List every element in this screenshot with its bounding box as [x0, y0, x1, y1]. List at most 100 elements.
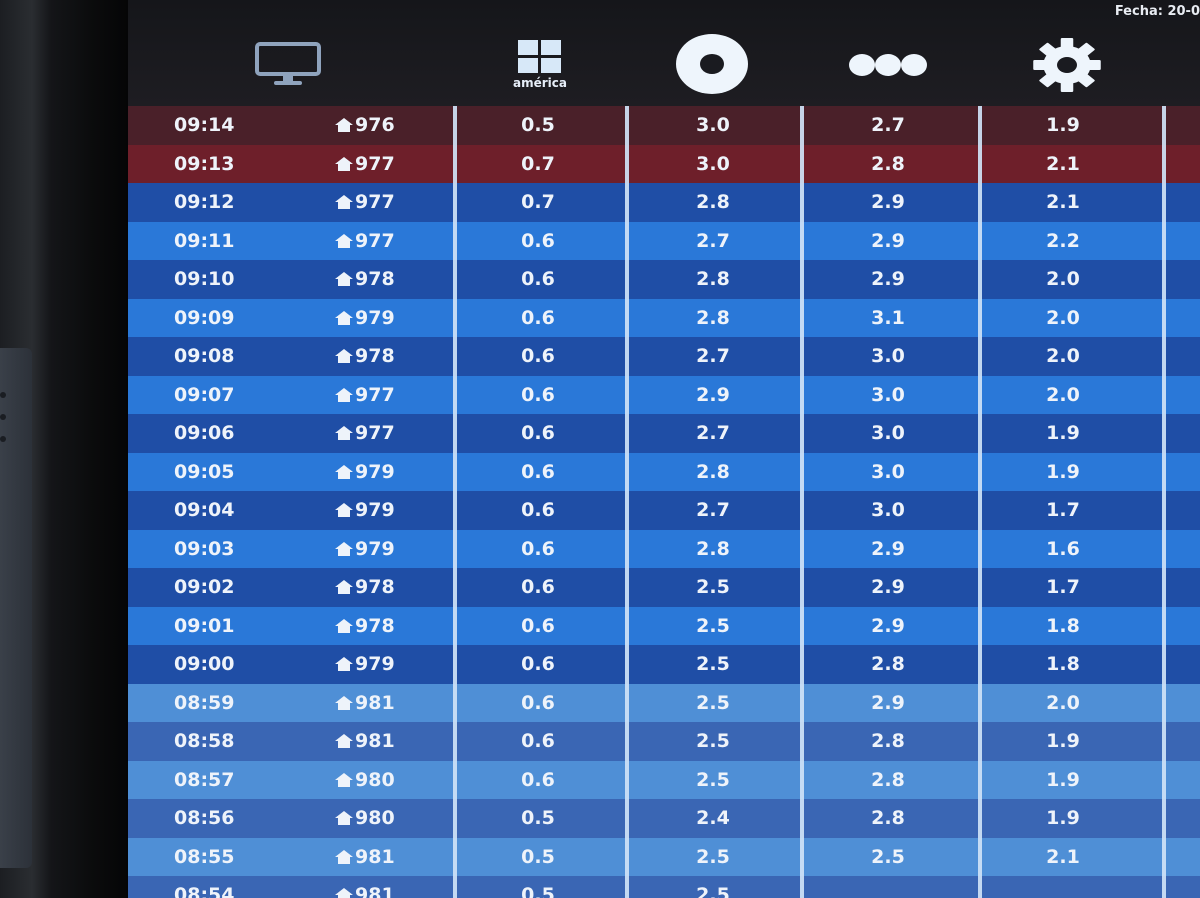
value-cell-4: 2.0 [1046, 268, 1080, 290]
value-cell-1: 0.7 [521, 152, 555, 175]
gear-icon[interactable] [1028, 34, 1106, 96]
pressure-value: 978 [355, 268, 395, 290]
value-cell-1: 0.5 [521, 845, 555, 868]
pressure-cell: 981 [334, 876, 424, 898]
value-cell-2: 2.8 [696, 306, 730, 329]
value-cell-2: 3.0 [696, 114, 730, 136]
pressure-value: 978 [355, 345, 395, 367]
value-cell-2: 2.5 [696, 691, 730, 714]
pressure-cell: 977 [334, 376, 424, 415]
table-row: 08:59 981 0.6 2.5 2.9 2.0 [128, 683, 1200, 722]
time-cell: 09:10 [174, 268, 235, 290]
value-cell-1: 0.6 [521, 768, 555, 791]
home-icon [334, 840, 354, 879]
value-cell-1: 0.5 [521, 807, 555, 829]
monitor-icon[interactable] [254, 42, 324, 88]
value-cell-4: 2.0 [1046, 691, 1080, 714]
time-cell: 09:03 [174, 537, 235, 560]
weather-screen: Fecha: 20-0 américa [128, 0, 1200, 898]
value-cell-4: 2.1 [1046, 152, 1080, 175]
value-cell-4: 2.0 [1046, 383, 1080, 406]
pressure-cell: 978 [334, 568, 424, 607]
home-icon [334, 262, 354, 301]
table-row: 09:05 979 0.6 2.8 3.0 1.9 [128, 452, 1200, 494]
pressure-cell: 981 [334, 722, 424, 761]
value-cell-2: 2.4 [696, 807, 730, 829]
column-divider [453, 106, 457, 898]
table-row: 09:10 978 0.6 2.8 2.9 2.0 [128, 260, 1200, 299]
time-cell: 08:56 [174, 807, 235, 829]
value-cell-3: 2.9 [871, 691, 905, 714]
pressure-cell: 979 [334, 491, 424, 530]
value-cell-2: 2.9 [696, 383, 730, 406]
time-cell: 09:05 [174, 460, 235, 483]
value-cell-1: 0.6 [521, 614, 555, 637]
side-device [0, 348, 32, 868]
home-icon [334, 493, 354, 532]
value-cell-2: 2.8 [696, 537, 730, 560]
value-cell-3: 2.7 [871, 114, 905, 136]
pressure-cell: 981 [334, 838, 424, 877]
pressure-value: 979 [355, 306, 395, 329]
value-cell-4: 1.9 [1046, 422, 1080, 444]
pressure-value: 981 [355, 691, 395, 714]
time-cell: 09:00 [174, 653, 235, 675]
value-cell-1: 0.6 [521, 268, 555, 290]
time-cell: 09:01 [174, 614, 235, 637]
pressure-value: 980 [355, 768, 395, 791]
value-cell-1: 0.6 [521, 422, 555, 444]
device-dot [0, 392, 6, 398]
time-cell: 09:09 [174, 306, 235, 329]
pressure-cell: 978 [334, 260, 424, 299]
value-cell-2: 2.7 [696, 499, 730, 521]
time-cell: 08:54 [174, 884, 235, 898]
table-row: 08:58 981 0.6 2.5 2.8 1.9 [128, 722, 1200, 761]
value-cell-3: 3.0 [871, 499, 905, 521]
home-icon [334, 147, 354, 186]
value-cell-3: 2.9 [871, 191, 905, 213]
value-cell-4: 2.1 [1046, 191, 1080, 213]
table-row: 08:57 980 0.6 2.5 2.8 1.9 [128, 760, 1200, 799]
time-cell: 09:11 [174, 229, 235, 252]
pressure-value: 981 [355, 845, 395, 868]
value-cell-3: 2.9 [871, 229, 905, 252]
value-cell-1: 0.6 [521, 691, 555, 714]
table-row: 09:12 977 0.7 2.8 2.9 2.1 [128, 183, 1200, 222]
three-dots-icon[interactable] [848, 52, 928, 78]
pressure-cell: 979 [334, 645, 424, 684]
pressure-value: 978 [355, 576, 395, 598]
pressure-cell: 977 [334, 222, 424, 261]
value-cell-4: 2.0 [1046, 345, 1080, 367]
value-cell-1: 0.7 [521, 191, 555, 213]
table-row: 09:01 978 0.6 2.5 2.9 1.8 [128, 606, 1200, 648]
value-cell-2: 2.5 [696, 845, 730, 868]
table-row: 09:11 977 0.6 2.7 2.9 2.2 [128, 221, 1200, 261]
pressure-value: 981 [355, 730, 395, 752]
home-icon [334, 455, 354, 494]
value-cell-3: 2.9 [871, 576, 905, 598]
value-cell-1: 0.6 [521, 229, 555, 252]
value-cell-3: 3.0 [871, 345, 905, 367]
pressure-cell: 977 [334, 145, 424, 184]
table-row: 09:08 978 0.6 2.7 3.0 2.0 [128, 337, 1200, 376]
pressure-value: 978 [355, 614, 395, 637]
time-cell: 09:08 [174, 345, 235, 367]
pressure-cell: 977 [334, 414, 424, 453]
value-cell-1: 0.6 [521, 653, 555, 675]
value-cell-4: 1.6 [1046, 537, 1080, 560]
disc-icon[interactable] [674, 28, 750, 98]
time-cell: 08:57 [174, 768, 235, 791]
value-cell-4: 1.9 [1046, 807, 1080, 829]
device-dot [0, 414, 6, 420]
windows-grid-icon[interactable] [518, 40, 562, 74]
value-cell-1: 0.6 [521, 460, 555, 483]
time-cell: 09:06 [174, 422, 235, 444]
pressure-value: 979 [355, 460, 395, 483]
pressure-cell: 977 [334, 183, 424, 222]
table-row: 09:04 979 0.6 2.7 3.0 1.7 [128, 491, 1200, 530]
time-cell: 08:59 [174, 691, 235, 714]
value-cell-1: 0.6 [521, 345, 555, 367]
home-icon [334, 609, 354, 648]
value-cell-3: 2.8 [871, 807, 905, 829]
home-icon [334, 108, 354, 147]
